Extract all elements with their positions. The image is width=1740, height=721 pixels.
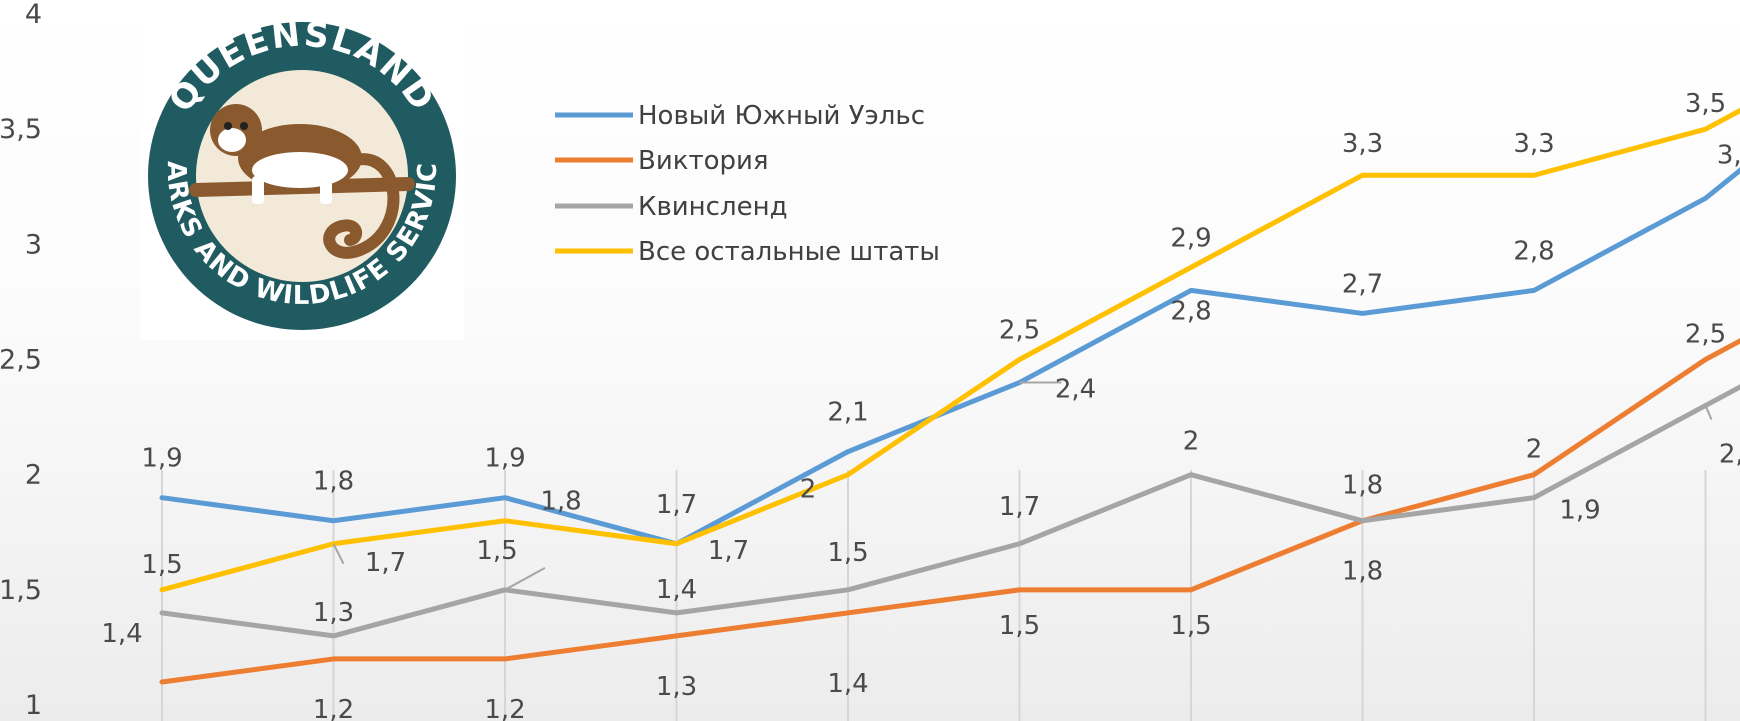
label-leader-line bbox=[1704, 405, 1713, 420]
data-label-s3: 1,8 bbox=[1342, 471, 1383, 501]
y-tick-label: 3 bbox=[25, 229, 42, 260]
series-line-4 bbox=[159, 107, 1740, 593]
legend-label-victoria: Виктория bbox=[638, 146, 769, 176]
data-label-s1: 1,9 bbox=[141, 444, 182, 474]
data-label-s2: 1,4 bbox=[827, 669, 868, 699]
data-label-s1: 1,9 bbox=[484, 444, 525, 474]
data-label-s4: 1,5 bbox=[141, 550, 182, 580]
data-label-s3: 1,7 bbox=[999, 492, 1040, 522]
data-label-s1: 3,2 bbox=[1717, 140, 1740, 170]
data-label-s1: 1,8 bbox=[313, 467, 354, 497]
data-label-s4: 1,8 bbox=[540, 487, 581, 517]
legend-item-nsw: Новый Южный Уэльс bbox=[555, 101, 925, 131]
legend-item-other-states: Все остальные штаты bbox=[555, 237, 940, 267]
data-label-s2: 1,2 bbox=[484, 695, 525, 721]
data-label-s2: 1,5 bbox=[999, 611, 1040, 641]
legend-label-queensland: Квинсленд bbox=[638, 192, 788, 222]
legend-label-nsw: Новый Южный Уэльс bbox=[638, 101, 925, 131]
data-label-s2: 1,5 bbox=[1170, 611, 1211, 641]
data-label-s4: 2 bbox=[800, 475, 817, 505]
data-label-s3: 2 bbox=[1183, 427, 1200, 457]
label-leader-line bbox=[332, 543, 345, 565]
data-label-s3: 1,4 bbox=[656, 575, 697, 605]
series-line-2 bbox=[159, 338, 1740, 685]
data-label-s4: 3,5 bbox=[1685, 89, 1726, 119]
data-label-s4: 1,7 bbox=[708, 536, 749, 566]
label-leader-lines bbox=[332, 381, 1713, 591]
data-label-s3: 1,5 bbox=[476, 536, 517, 566]
data-label-s1: 2,8 bbox=[1170, 296, 1211, 326]
y-tick-label: 2 bbox=[25, 460, 42, 491]
data-label-s1: 1,7 bbox=[656, 490, 697, 520]
data-label-s2: 1,2 bbox=[313, 695, 354, 721]
series-line-3 bbox=[159, 384, 1740, 639]
data-label-s3: 2,3 bbox=[1719, 440, 1740, 470]
y-tick-label: 1 bbox=[25, 690, 42, 721]
y-tick-label: 2,5 bbox=[0, 345, 42, 376]
legend-item-queensland: Квинсленд bbox=[555, 192, 788, 222]
data-label-s1: 2,7 bbox=[1342, 269, 1383, 299]
y-tick-label: 4 bbox=[25, 0, 42, 30]
data-label-s2: 2 bbox=[1526, 435, 1543, 465]
data-label-s4: 3,3 bbox=[1513, 129, 1554, 159]
data-label-s2: 1,1 bbox=[141, 718, 182, 721]
data-label-s3: 1,4 bbox=[101, 619, 142, 649]
data-label-s4: 2,9 bbox=[1170, 223, 1211, 253]
legend: Новый Южный Уэльс Виктория Квинсленд Все… bbox=[555, 101, 940, 267]
data-label-s2: 1,8 bbox=[1342, 557, 1383, 587]
legend-item-victoria: Виктория bbox=[555, 146, 769, 176]
data-label-s1: 2,1 bbox=[827, 398, 868, 428]
data-label-s3: 1,3 bbox=[313, 598, 354, 628]
data-label-s2: 2,5 bbox=[1685, 320, 1726, 350]
vertical-gridlines bbox=[161, 470, 1707, 721]
data-label-s2: 1,3 bbox=[656, 672, 697, 702]
y-tick-label: 3,5 bbox=[0, 114, 42, 145]
y-tick-label: 1,5 bbox=[0, 575, 42, 606]
legend-label-other-states: Все остальные штаты bbox=[638, 237, 940, 267]
data-label-s1: 2,4 bbox=[1055, 375, 1096, 405]
label-leader-line bbox=[504, 566, 546, 591]
possum-icon bbox=[210, 104, 400, 259]
queensland-parks-logo: QUEENSLAND PARKS AND WILDLIFE SERVICE bbox=[0, 0, 464, 340]
data-label-s3: 1,5 bbox=[827, 538, 868, 568]
data-labels: 1,9 1,8 1,9 1,7 2,1 2,4 2,8 2,7 2,8 3,2 1,1 1,2 1,2 1… bbox=[101, 89, 1740, 721]
y-axis-ticks: 1 1,5 2 2,5 3 3,5 4 bbox=[0, 0, 42, 721]
data-label-s1: 2,8 bbox=[1513, 236, 1554, 266]
data-label-s3: 1,9 bbox=[1559, 496, 1600, 526]
data-label-s4: 2,5 bbox=[999, 316, 1040, 346]
data-label-s4: 3,3 bbox=[1342, 129, 1383, 159]
data-label-s4: 1,7 bbox=[365, 548, 406, 578]
